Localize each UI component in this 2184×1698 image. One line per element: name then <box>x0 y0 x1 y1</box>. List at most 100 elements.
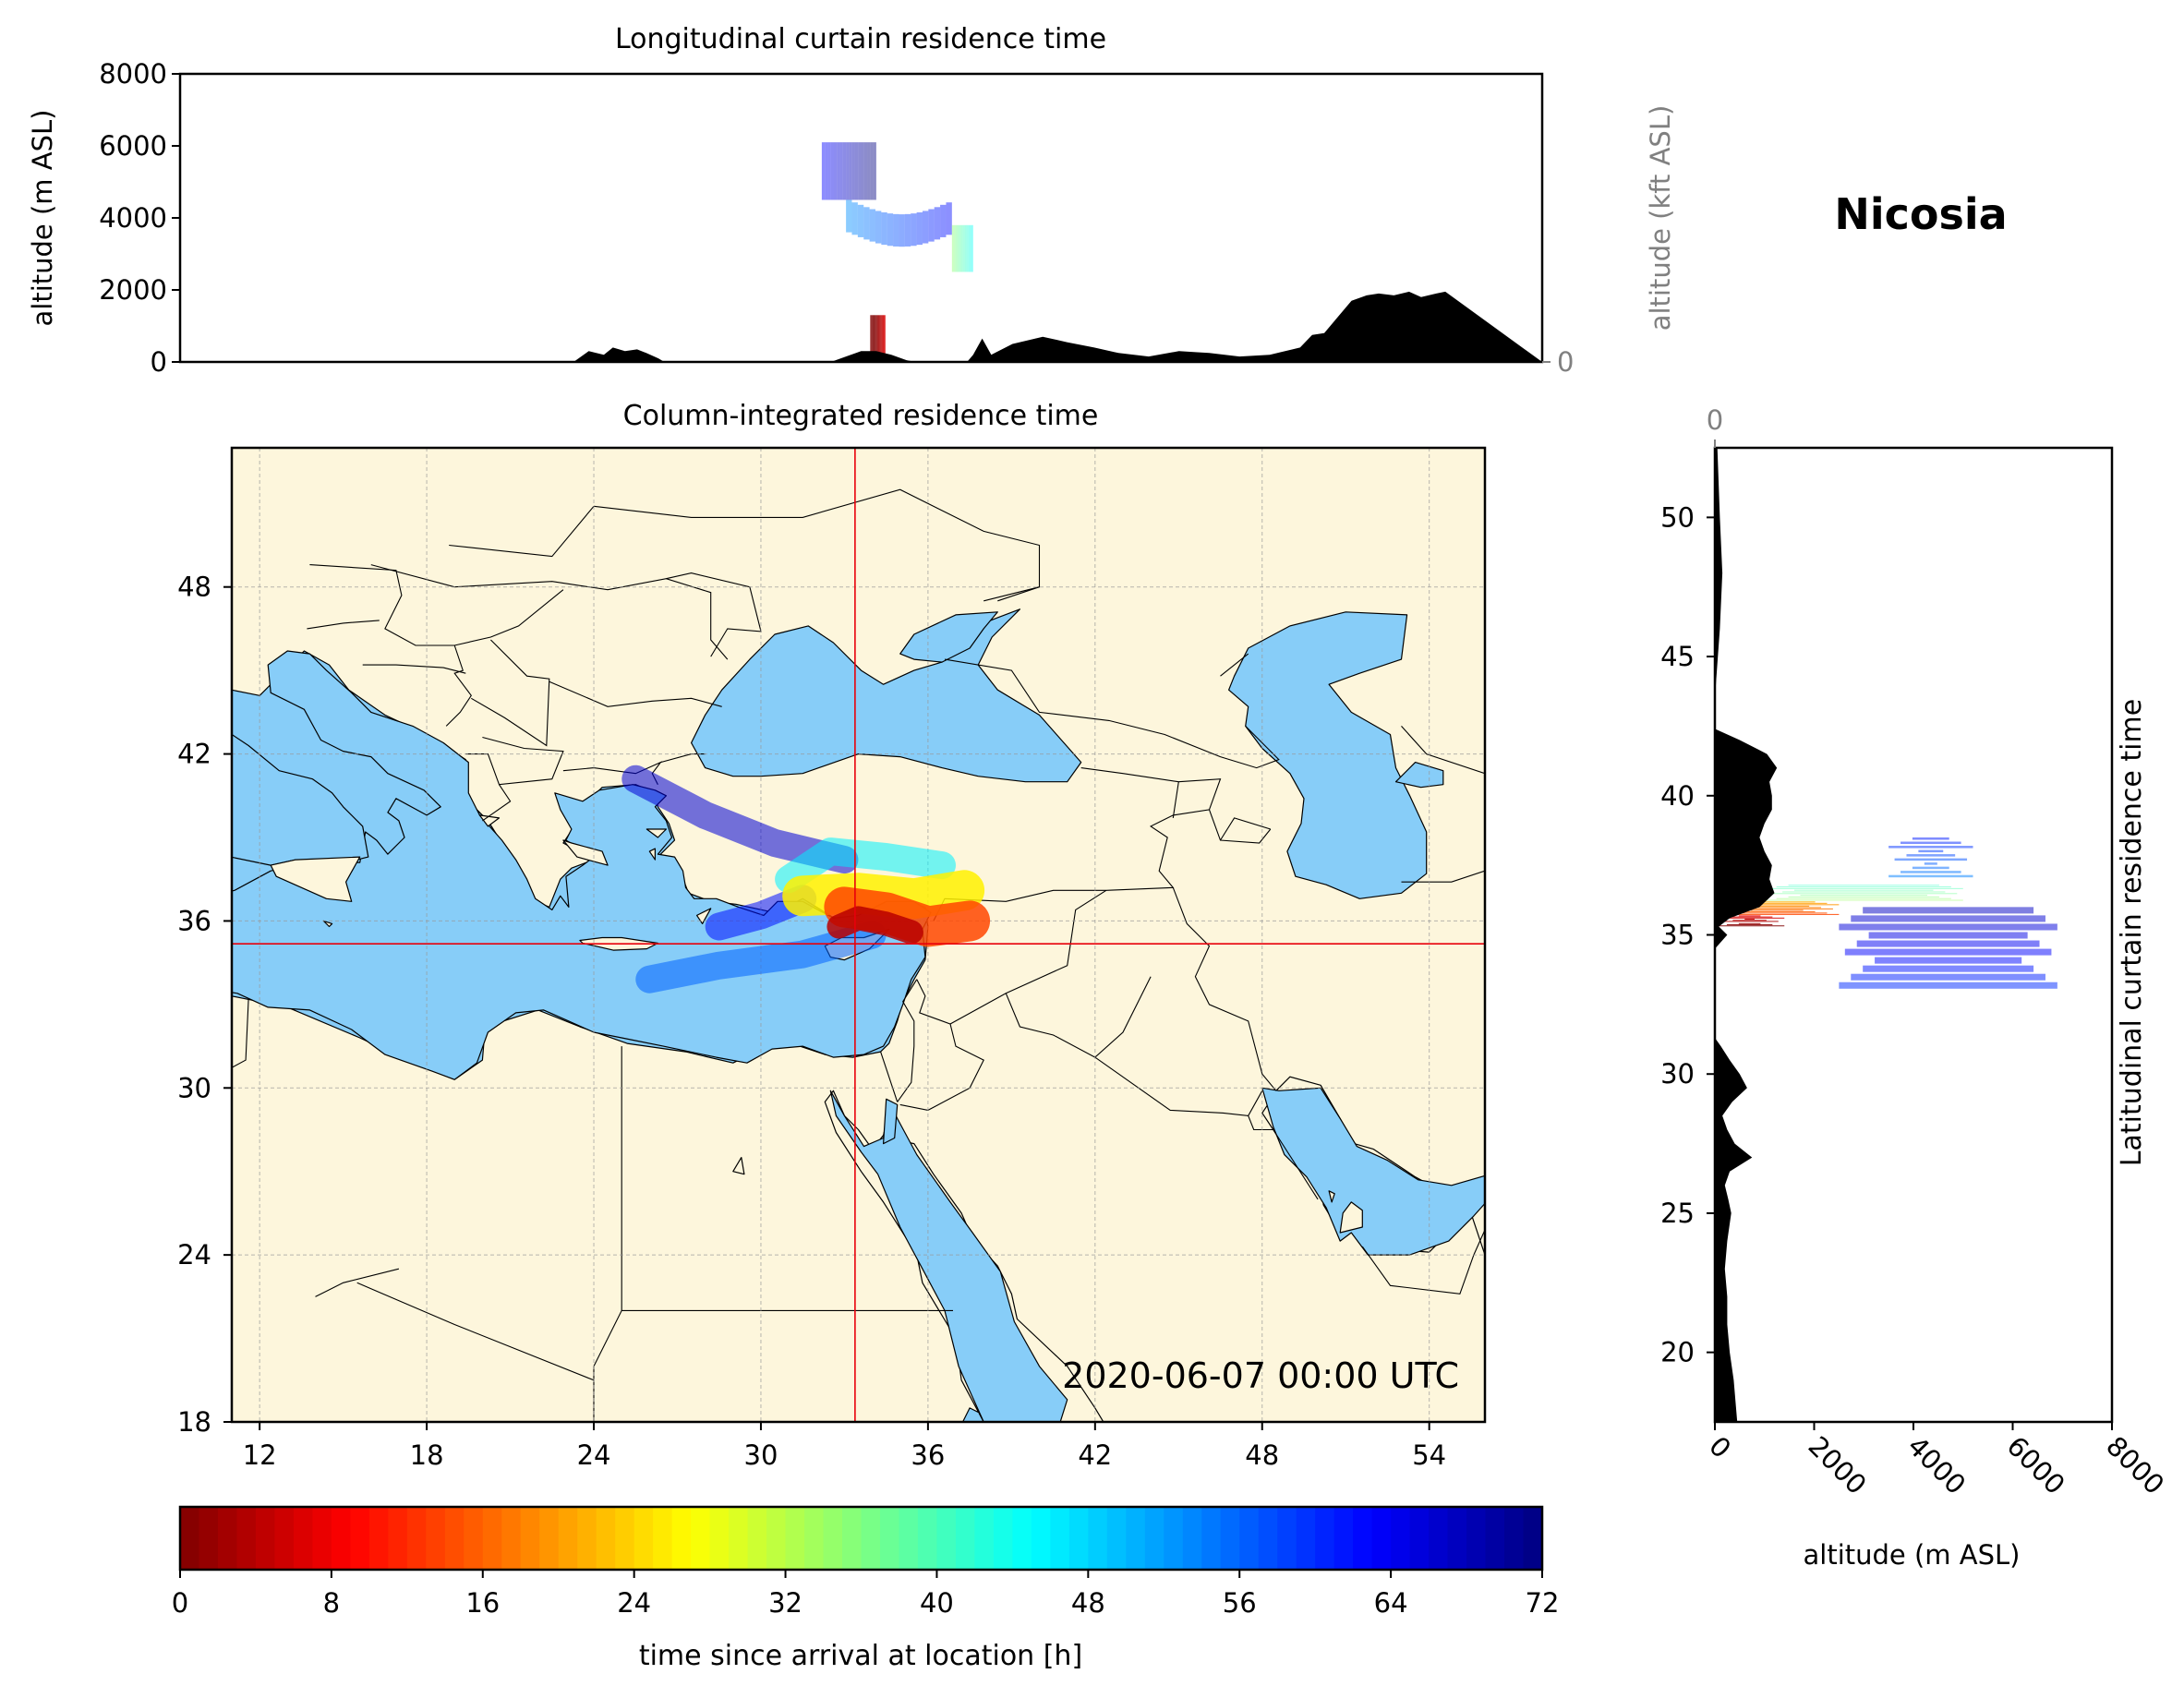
residence-cell <box>839 142 843 200</box>
residence-cell <box>1744 919 1755 921</box>
x-tick-label: 30 <box>744 1439 778 1471</box>
border-line <box>1005 993 1263 1116</box>
colorbar-band <box>1258 1507 1278 1570</box>
residence-cell <box>882 315 884 362</box>
residence-cell <box>875 211 882 244</box>
island <box>648 848 656 861</box>
colorbar-tick-label: 40 <box>920 1587 954 1619</box>
colorbar-band <box>955 1507 976 1570</box>
residence-cell <box>851 202 858 235</box>
colorbar-band <box>1031 1507 1051 1570</box>
border-line <box>370 564 729 660</box>
longitudinal-secondary-ticks: 050100 <box>1542 346 1574 378</box>
colorbar-band <box>1012 1507 1032 1570</box>
colorbar-band <box>1504 1507 1525 1570</box>
residence-cell <box>879 315 881 362</box>
border-line <box>356 1282 595 1381</box>
colorbar-band <box>255 1507 276 1570</box>
border-line <box>471 639 550 747</box>
secondary-tick-label: 0 <box>1557 346 1574 378</box>
residence-cell <box>946 202 952 235</box>
colorbar: 0 8 16 24 32 40 48 56 64 72 time since arrival at… <box>172 1505 1559 1672</box>
residence-cell <box>940 204 947 237</box>
colorbar-band <box>1277 1507 1297 1570</box>
border-line <box>1220 653 1249 677</box>
plume-trace <box>635 921 887 994</box>
border-line <box>307 620 380 630</box>
residence-cell <box>1738 915 1761 917</box>
colorbar-band <box>974 1507 995 1570</box>
colorbar-band <box>539 1507 560 1570</box>
island <box>1328 1190 1335 1203</box>
colorbar-band <box>804 1507 825 1570</box>
colorbar-ticks: 0 8 16 24 32 40 48 56 64 72 <box>172 1570 1559 1619</box>
border-line <box>933 767 1222 921</box>
colorbar-band <box>615 1507 635 1570</box>
residence-cell <box>858 142 862 200</box>
x-tick-label: 12 <box>243 1439 277 1471</box>
colorbar-band <box>1523 1507 1543 1570</box>
colorbar-band <box>558 1507 578 1570</box>
residence-cell <box>881 212 887 246</box>
colorbar-band <box>426 1507 446 1570</box>
colorbar-band <box>1126 1507 1146 1570</box>
residence-cell <box>1732 920 1767 921</box>
residence-cell <box>1888 874 1973 878</box>
colorbar-band <box>1088 1507 1108 1570</box>
residence-cell <box>851 142 855 200</box>
border-line <box>880 1051 899 1102</box>
colorbar-frame <box>178 1505 1544 1572</box>
residence-cell <box>963 224 965 272</box>
residence-cell <box>1924 862 1937 865</box>
colorbar-band <box>823 1507 843 1570</box>
residence-cell <box>1800 895 1928 897</box>
colorbar-band <box>747 1507 767 1570</box>
latitudinal-x-label: altitude (m ASL) <box>1804 1539 2021 1571</box>
colorbar-band <box>444 1507 465 1570</box>
residence-cell <box>875 315 877 362</box>
residence-cell <box>1764 887 1963 889</box>
island <box>646 828 667 838</box>
residence-cell <box>1906 854 1956 857</box>
residence-cell <box>968 224 970 272</box>
residence-cell <box>1868 932 2028 939</box>
colorbar-band <box>236 1507 257 1570</box>
sea-body <box>1493 1194 1513 1249</box>
border-line <box>1248 1115 1273 1131</box>
residence-cell <box>837 142 840 200</box>
colorbar-tick-label: 32 <box>768 1587 802 1619</box>
secondary-tick-label: 0 <box>1707 404 1723 436</box>
border-line <box>449 505 595 558</box>
y-tick-label: 8000 <box>99 58 167 90</box>
residence-cell <box>1912 866 1949 870</box>
border-line <box>1401 726 1485 775</box>
longitudinal-plume <box>821 142 973 362</box>
y-tick-label: 40 <box>1660 780 1695 812</box>
colorbar-band <box>1182 1507 1202 1570</box>
residence-cell <box>1900 841 1961 845</box>
colorbar-band <box>1391 1507 1411 1570</box>
residence-cell <box>969 224 971 272</box>
x-tick-label: 42 <box>1078 1439 1112 1471</box>
residence-cell <box>1738 910 1816 912</box>
latitudinal-secondary-ticks: 050100 <box>1707 404 1723 448</box>
residence-cell <box>961 224 963 272</box>
colorbar-band <box>501 1507 522 1570</box>
residence-cell <box>1726 924 1773 926</box>
border-line <box>1172 887 1277 1091</box>
residence-cell <box>881 315 883 362</box>
map-frame <box>230 446 1487 1424</box>
colorbar-band <box>729 1507 749 1570</box>
longitudinal-secondary-y-label: altitude (kft ASL) <box>1645 105 1676 331</box>
latitudinal-x-ticks: 0 2000 4000 6000 8000 <box>1703 1422 2170 1500</box>
residence-cell <box>1750 909 1804 911</box>
residence-cell <box>861 142 864 200</box>
residence-cell <box>1844 948 2052 956</box>
colorbar-band <box>842 1507 863 1570</box>
border-line <box>1172 781 1179 818</box>
border-line <box>593 488 1041 602</box>
y-tick-label: 45 <box>1660 641 1695 672</box>
island <box>270 856 361 902</box>
residence-cell <box>934 207 941 240</box>
